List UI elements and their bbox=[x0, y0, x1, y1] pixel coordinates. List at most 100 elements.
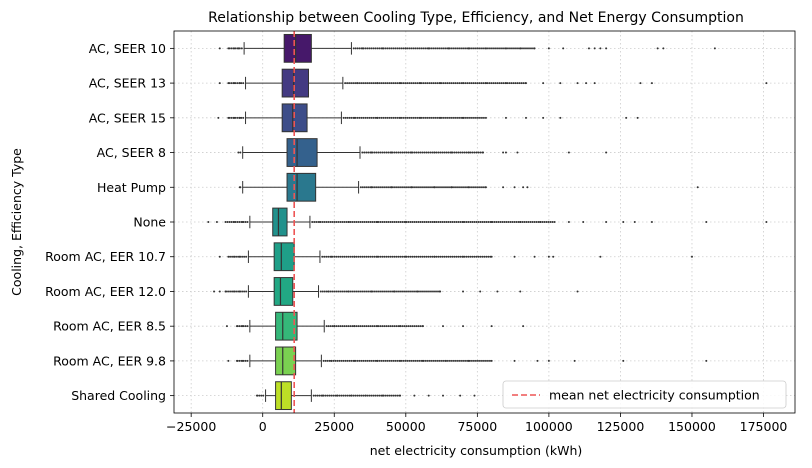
outlier-point bbox=[408, 116, 411, 119]
outlier-point bbox=[403, 221, 406, 223]
outlier-point bbox=[467, 221, 470, 223]
outlier-point bbox=[454, 359, 457, 362]
outlier-point bbox=[384, 359, 387, 362]
outlier-point bbox=[434, 82, 437, 85]
outlier-point bbox=[487, 221, 490, 223]
outlier-point bbox=[418, 47, 421, 50]
outlier-point bbox=[404, 255, 407, 258]
outlier-point bbox=[467, 255, 470, 258]
category-label: AC, SEER 8 bbox=[97, 145, 166, 160]
outlier-point bbox=[429, 186, 432, 189]
outlier-point bbox=[435, 151, 438, 154]
outlier-point bbox=[370, 394, 373, 397]
outlier-point bbox=[385, 325, 388, 328]
outlier-point bbox=[403, 151, 406, 154]
outlier-point bbox=[456, 359, 459, 362]
outlier-point bbox=[355, 221, 358, 223]
outlier-point bbox=[392, 82, 395, 85]
outlier-point bbox=[453, 221, 456, 223]
outlier-point bbox=[394, 394, 397, 397]
outlier-point bbox=[502, 47, 505, 50]
outlier-point bbox=[533, 47, 536, 50]
outlier-point bbox=[567, 151, 570, 154]
outlier-point bbox=[240, 116, 243, 119]
outlier-point bbox=[524, 82, 527, 85]
outlier-point bbox=[457, 255, 460, 258]
outlier-point bbox=[412, 359, 415, 362]
outlier-point bbox=[381, 255, 384, 258]
outlier-point bbox=[462, 116, 465, 119]
outlier-point bbox=[408, 82, 411, 85]
outlier-point bbox=[478, 186, 481, 189]
outlier-point bbox=[466, 82, 469, 85]
outlier-point bbox=[410, 47, 413, 50]
outlier-point bbox=[416, 290, 419, 293]
outlier-point bbox=[633, 221, 636, 223]
outlier-point bbox=[639, 82, 642, 85]
box-group bbox=[225, 311, 525, 341]
outlier-point bbox=[450, 151, 453, 154]
outlier-point bbox=[413, 394, 416, 397]
outlier-point bbox=[373, 221, 376, 223]
outlier-point bbox=[436, 47, 439, 50]
outlier-point bbox=[429, 221, 432, 223]
outlier-point bbox=[238, 186, 241, 189]
outlier-point bbox=[478, 47, 481, 50]
outlier-point bbox=[480, 82, 483, 85]
outlier-point bbox=[330, 394, 333, 397]
outlier-point bbox=[470, 116, 473, 119]
outlier-point bbox=[443, 221, 446, 223]
outlier-point bbox=[472, 359, 475, 362]
outlier-point bbox=[504, 151, 507, 154]
outlier-point bbox=[393, 221, 396, 223]
outlier-point bbox=[350, 394, 353, 397]
outlier-point bbox=[366, 394, 369, 397]
outlier-point bbox=[337, 221, 340, 223]
outlier-point bbox=[321, 290, 324, 293]
outlier-point bbox=[378, 47, 381, 50]
outlier-point bbox=[241, 290, 244, 293]
outlier-point bbox=[401, 186, 404, 189]
outlier-point bbox=[433, 290, 436, 293]
outlier-point bbox=[381, 325, 384, 328]
outlier-point bbox=[399, 325, 402, 328]
x-tick-label: 25000 bbox=[314, 419, 354, 434]
outlier-point bbox=[444, 47, 447, 50]
outlier-point bbox=[473, 151, 476, 154]
outlier-point bbox=[333, 325, 336, 328]
outlier-point bbox=[324, 394, 327, 397]
outlier-point bbox=[475, 151, 478, 154]
outlier-point bbox=[348, 394, 351, 397]
outlier-point bbox=[358, 359, 361, 362]
outlier-point bbox=[410, 151, 413, 154]
outlier-point bbox=[455, 221, 458, 223]
outlier-point bbox=[234, 47, 237, 50]
outlier-point bbox=[437, 221, 440, 223]
outlier-point bbox=[490, 325, 493, 328]
outlier-point bbox=[341, 290, 344, 293]
outlier-point bbox=[485, 255, 488, 258]
outlier-point bbox=[519, 290, 522, 293]
outlier-point bbox=[237, 290, 240, 293]
outlier-point bbox=[366, 47, 369, 50]
outlier-point bbox=[492, 47, 495, 50]
outlier-point bbox=[357, 325, 360, 328]
outlier-point bbox=[241, 359, 244, 362]
outlier-point bbox=[395, 151, 398, 154]
outlier-point bbox=[335, 325, 338, 328]
outlier-point bbox=[573, 359, 576, 362]
outlier-point bbox=[456, 47, 459, 50]
outlier-point bbox=[432, 82, 435, 85]
outlier-point bbox=[391, 221, 394, 223]
outlier-point bbox=[227, 116, 230, 119]
outlier-point bbox=[367, 325, 370, 328]
outlier-point bbox=[522, 186, 525, 189]
outlier-point bbox=[389, 255, 392, 258]
outlier-point bbox=[323, 290, 326, 293]
outlier-point bbox=[360, 394, 363, 397]
outlier-point bbox=[488, 47, 491, 50]
outlier-point bbox=[511, 221, 514, 223]
outlier-point bbox=[390, 359, 393, 362]
outlier-point bbox=[479, 290, 482, 293]
outlier-point bbox=[376, 325, 379, 328]
